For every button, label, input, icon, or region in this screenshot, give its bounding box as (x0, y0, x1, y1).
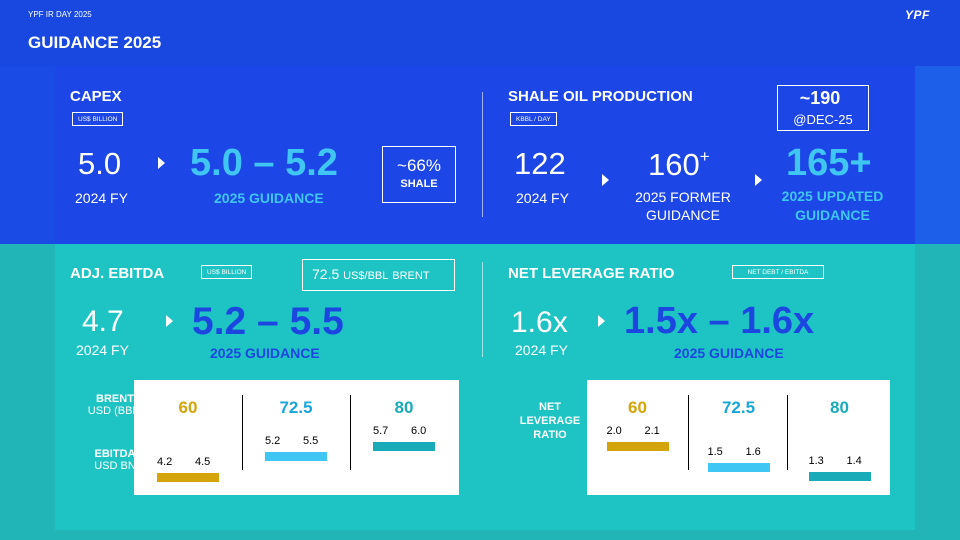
bar-label-high: 5.5 (303, 435, 319, 448)
brent-note-unit: US$/BBL (343, 270, 389, 282)
shale-share-value: ~66% (397, 156, 441, 175)
column-header: 80 (394, 398, 414, 417)
page-title: GUIDANCE 2025 (28, 33, 162, 52)
shale-share-label: SHALE (400, 178, 438, 190)
bar-label-low: 4.2 (157, 456, 173, 468)
row-label-brent: BRENT USD (BBL) (70, 393, 160, 417)
ebitda-title: ADJ. EBITDA (70, 265, 165, 282)
column-header: 60 (178, 398, 198, 417)
brent-label-1: BRENT (96, 393, 134, 405)
ebitda-unit-tag: US$ BILLION (201, 265, 253, 279)
brent-note-word: BRENT (392, 270, 430, 282)
shale-title: SHALE OIL PRODUCTION (508, 88, 693, 105)
divider-bottom (482, 262, 483, 357)
row-label-leverage: NET LEVERAGE RATIO (500, 400, 600, 442)
bar-label-high: 1.6 (745, 446, 761, 459)
bar-label-low: 1.5 (707, 446, 723, 459)
capex-prev-value: 5.0 (78, 146, 122, 181)
bar-label-low: 5.7 (373, 425, 389, 437)
leverage-guidance: 1.5x – 1.6x (624, 300, 815, 342)
leverage-guidance-label: 2025 GUIDANCE (674, 345, 784, 361)
supertitle: YPF IR DAY 2025 (28, 10, 92, 19)
ebitda-chart-layer: 60 4.2 4.5 72.5 5.2 5.5 80 5.7 6.0 (134, 380, 459, 495)
capex-unit-tag: US$ BILLION (72, 112, 124, 126)
brent-note-box (302, 259, 455, 291)
capex-guidance-label: 2025 GUIDANCE (214, 190, 324, 206)
leverage-prev-label: 2024 FY (515, 342, 568, 358)
blue-panel (55, 66, 915, 244)
ebitda-prev-label: 2024 FY (76, 342, 129, 358)
arrow-icon (602, 174, 609, 186)
column-header: 80 (830, 398, 849, 417)
bar-label-high: 1.4 (846, 455, 862, 467)
updated-label-1: 2025 UPDATED (781, 188, 884, 204)
sensitivity-bar (265, 452, 327, 462)
capex-guidance: 5.0 – 5.2 (190, 142, 338, 184)
bar-label-low: 1.3 (808, 455, 824, 467)
table-divider (688, 395, 689, 470)
leverage-prev-value: 1.6x (511, 306, 568, 339)
arrow-icon (755, 174, 762, 186)
shale-former-value: 160+ (648, 147, 710, 183)
ypf-logo: YPF (905, 8, 930, 22)
brent-note: 72.5 US$/BBL BRENT (312, 266, 430, 282)
former-sup: + (699, 147, 710, 166)
bar-label-high: 4.5 (195, 456, 211, 468)
table-divider (787, 395, 788, 470)
brent-note-value: 72.5 (312, 266, 340, 282)
dec-note-label: @DEC-25 (793, 112, 853, 127)
updated-label-2: GUIDANCE (795, 207, 870, 223)
sensitivity-bar (157, 473, 219, 482)
leverage-label-2: LEVERAGE (519, 415, 581, 427)
ebitda-guidance: 5.2 – 5.5 (192, 300, 344, 343)
header-bar (0, 0, 960, 66)
bar-label-low: 5.2 (265, 435, 281, 448)
table-divider (350, 395, 351, 470)
shale-updated-value: 165+ (786, 142, 872, 184)
former-number: 160 (648, 147, 700, 182)
ebitda-label-2: USD BN (94, 460, 136, 472)
ebitda-label-1: EBITDA (94, 448, 136, 460)
leverage-chart-layer: 60 2.0 2.1 72.5 1.5 1.6 80 1.3 1.4 (587, 380, 890, 495)
bar-label-high: 6.0 (411, 425, 427, 437)
arrow-icon (158, 157, 165, 169)
shale-share-box (382, 146, 456, 203)
shale-prev-value: 122 (514, 146, 566, 181)
former-label-1: 2025 FORMER (635, 189, 731, 205)
bar-label-high: 2.1 (644, 425, 660, 437)
arrow-icon (166, 315, 173, 327)
bar-label-low: 2.0 (606, 425, 622, 437)
capex-title: CAPEX (70, 88, 122, 105)
row-label-ebitda: EBITDA USD BN (70, 448, 160, 472)
shale-prev-label: 2024 FY (516, 190, 569, 206)
leverage-label-3: RATIO (533, 429, 567, 441)
sensitivity-bar (808, 472, 871, 481)
leverage-unit-tag: NET DEBT / EBITDA (732, 265, 824, 279)
ebitda-guidance-label: 2025 GUIDANCE (210, 345, 320, 361)
table-divider (242, 395, 243, 470)
sensitivity-bar (707, 463, 770, 473)
divider-top (482, 92, 483, 217)
brent-label-2: USD (BBL) (87, 405, 143, 417)
column-header: 72.5 (279, 398, 313, 417)
column-header: 60 (628, 398, 647, 417)
former-label-2: GUIDANCE (646, 207, 720, 223)
column-header: 72.5 (721, 398, 756, 417)
shale-unit-tag: KBBL / DAY (510, 112, 557, 126)
leverage-title: NET LEVERAGE RATIO (508, 265, 675, 282)
dec-note-value: ~190 (799, 88, 841, 108)
sensitivity-bar (606, 442, 669, 451)
dec-note-box (777, 85, 869, 131)
sensitivity-bar (373, 442, 435, 451)
arrow-icon (598, 315, 605, 327)
leverage-label-1: NET (539, 401, 561, 413)
ebitda-prev-value: 4.7 (82, 305, 124, 338)
capex-prev-label: 2024 FY (75, 190, 128, 206)
